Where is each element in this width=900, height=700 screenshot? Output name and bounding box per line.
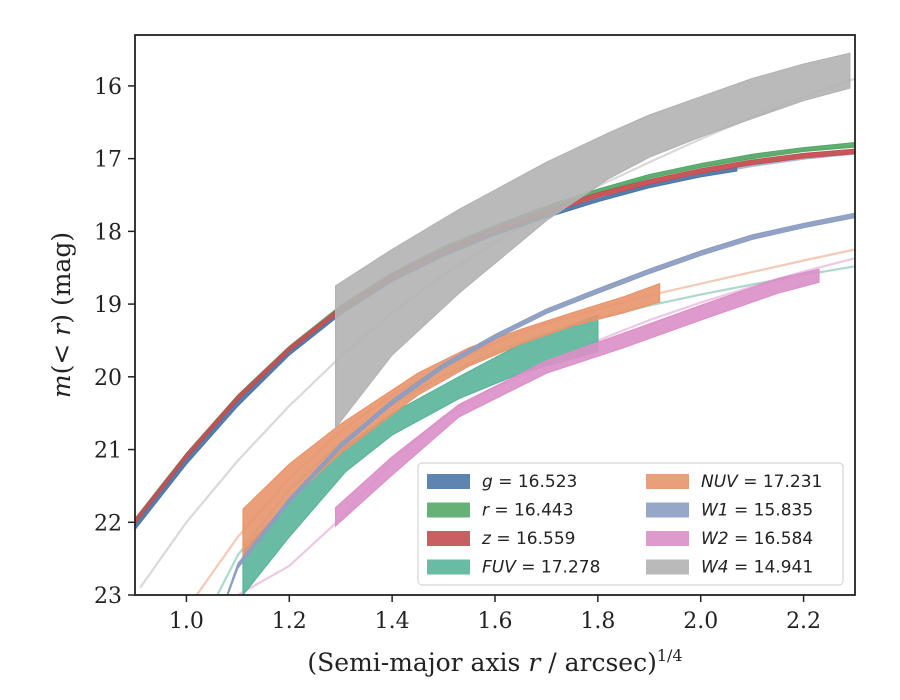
measured-bands-layer bbox=[135, 52, 855, 595]
legend-label-nuv: NUV = 17.231 bbox=[701, 472, 822, 492]
legend-box bbox=[417, 462, 844, 586]
x-axis-title-unit: / arcsec) bbox=[540, 648, 657, 677]
x-tick-label: 1.0 bbox=[169, 609, 204, 634]
y-tick-label: 21 bbox=[94, 439, 122, 464]
y-axis: 16 17 18 19 20 21 22 23 bbox=[94, 75, 135, 609]
y-tick-label: 19 bbox=[94, 293, 122, 318]
x-axis: 1.0 1.2 1.4 1.6 1.8 2.0 2.2 bbox=[169, 595, 821, 634]
legend-swatch-z bbox=[427, 531, 470, 546]
legend-label-g: g = 16.523 bbox=[482, 472, 577, 492]
legend-label-r: r = 16.443 bbox=[482, 501, 574, 521]
legend-label-z: z = 16.559 bbox=[481, 529, 575, 549]
legend-swatch-w2 bbox=[646, 531, 689, 546]
y-axis-title-paren: (< bbox=[47, 336, 76, 375]
legend-swatch-w4 bbox=[646, 559, 689, 575]
band-w4 bbox=[335, 52, 851, 430]
x-tick-label: 2.2 bbox=[786, 609, 821, 634]
y-axis-title-var: m bbox=[47, 374, 76, 398]
y-tick-label: 22 bbox=[94, 511, 122, 536]
legend-label-fuv: FUV = 17.278 bbox=[482, 558, 600, 578]
x-tick-label: 1.6 bbox=[478, 609, 513, 634]
legend-swatch-r bbox=[427, 502, 470, 518]
y-axis-title-r: r bbox=[47, 322, 76, 336]
legend-swatch-g bbox=[427, 474, 470, 489]
y-axis-title: m(< r) (mag) bbox=[47, 232, 76, 398]
x-tick-label: 2.0 bbox=[683, 609, 718, 634]
x-axis-title-exponent: 1/4 bbox=[657, 646, 683, 665]
y-tick-label: 17 bbox=[94, 148, 122, 173]
x-axis-title: (Semi-major axis r / arcsec)1/4 bbox=[307, 646, 682, 677]
legend-swatch-nuv bbox=[646, 474, 689, 489]
band-w2 bbox=[335, 268, 820, 528]
y-tick-label: 23 bbox=[94, 584, 122, 609]
band-nuv bbox=[242, 282, 661, 561]
x-tick-label: 1.4 bbox=[375, 609, 410, 634]
y-tick-label: 20 bbox=[94, 366, 122, 391]
legend-label-w1: W1 = 15.835 bbox=[701, 501, 813, 521]
legend-swatch-w1 bbox=[646, 502, 689, 518]
x-axis-title-main: (Semi-major axis bbox=[307, 648, 528, 677]
x-tick-label: 1.2 bbox=[272, 609, 307, 634]
legend-label-w4: W4 = 14.941 bbox=[701, 558, 813, 578]
y-tick-label: 18 bbox=[94, 220, 122, 245]
legend-swatch-fuv bbox=[427, 559, 470, 575]
legend-label-w2: W2 = 16.584 bbox=[701, 529, 813, 549]
x-axis-title-var: r bbox=[528, 648, 542, 677]
legend: g = 16.523 r = 16.443 z = 16.559 FUV = 17.2… bbox=[417, 462, 844, 586]
y-tick-label: 16 bbox=[94, 75, 122, 100]
x-tick-label: 1.8 bbox=[580, 609, 615, 634]
band-w1 bbox=[227, 212, 855, 595]
y-axis-title-unit: ) (mag) bbox=[47, 232, 76, 324]
